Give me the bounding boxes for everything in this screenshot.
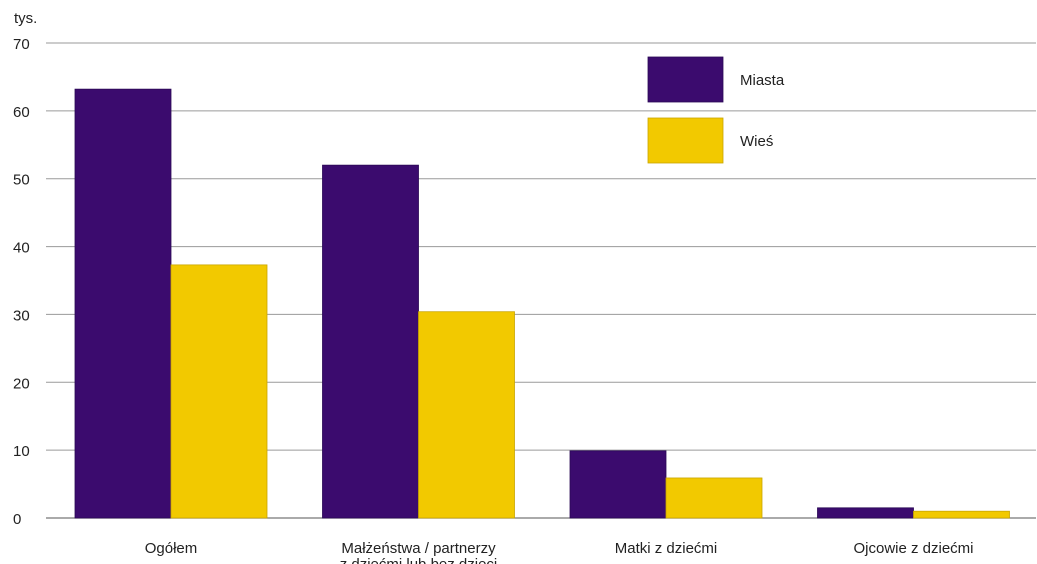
bar-wies [418, 311, 515, 519]
bar-wies [665, 477, 763, 519]
x-tick-label: Matki z dziećmi [615, 540, 718, 557]
y-tick-label: 20 [13, 375, 30, 392]
bar-wies [170, 264, 268, 519]
legend-label: Miasta [740, 72, 785, 89]
legend-swatch [647, 56, 724, 103]
bars [74, 88, 1010, 519]
y-tick-label: 0 [13, 511, 21, 528]
y-tick-label: 10 [13, 443, 30, 460]
bar-miasta [569, 450, 667, 519]
y-tick-label: 70 [13, 36, 30, 53]
bar-wies [913, 510, 1010, 519]
legend-label: Wieś [740, 133, 773, 150]
y-tick-label: 60 [13, 104, 30, 121]
bar-miasta [74, 88, 172, 519]
bar-miasta [322, 164, 419, 519]
y-axis: 0 10 20 30 40 50 60 70 [13, 36, 30, 528]
x-axis: Ogółem Małżeństwa / partnerzyz dziećmi lu… [145, 540, 974, 564]
legend-swatch [647, 117, 724, 164]
y-tick-label: 40 [13, 240, 30, 257]
x-tick-label: Ojcowie z dziećmi [853, 540, 973, 557]
y-axis-label: tys. [14, 10, 37, 27]
y-tick-label: 30 [13, 307, 30, 324]
legend: Miasta Wieś [647, 56, 785, 164]
x-tick-label: z dziećmi lub bez dzieci [340, 556, 498, 564]
bar-miasta [817, 507, 914, 519]
y-tick-label: 50 [13, 172, 30, 189]
x-tick-label: Ogółem [145, 540, 198, 557]
x-tick-label: Małżeństwa / partnerzy [341, 540, 496, 557]
